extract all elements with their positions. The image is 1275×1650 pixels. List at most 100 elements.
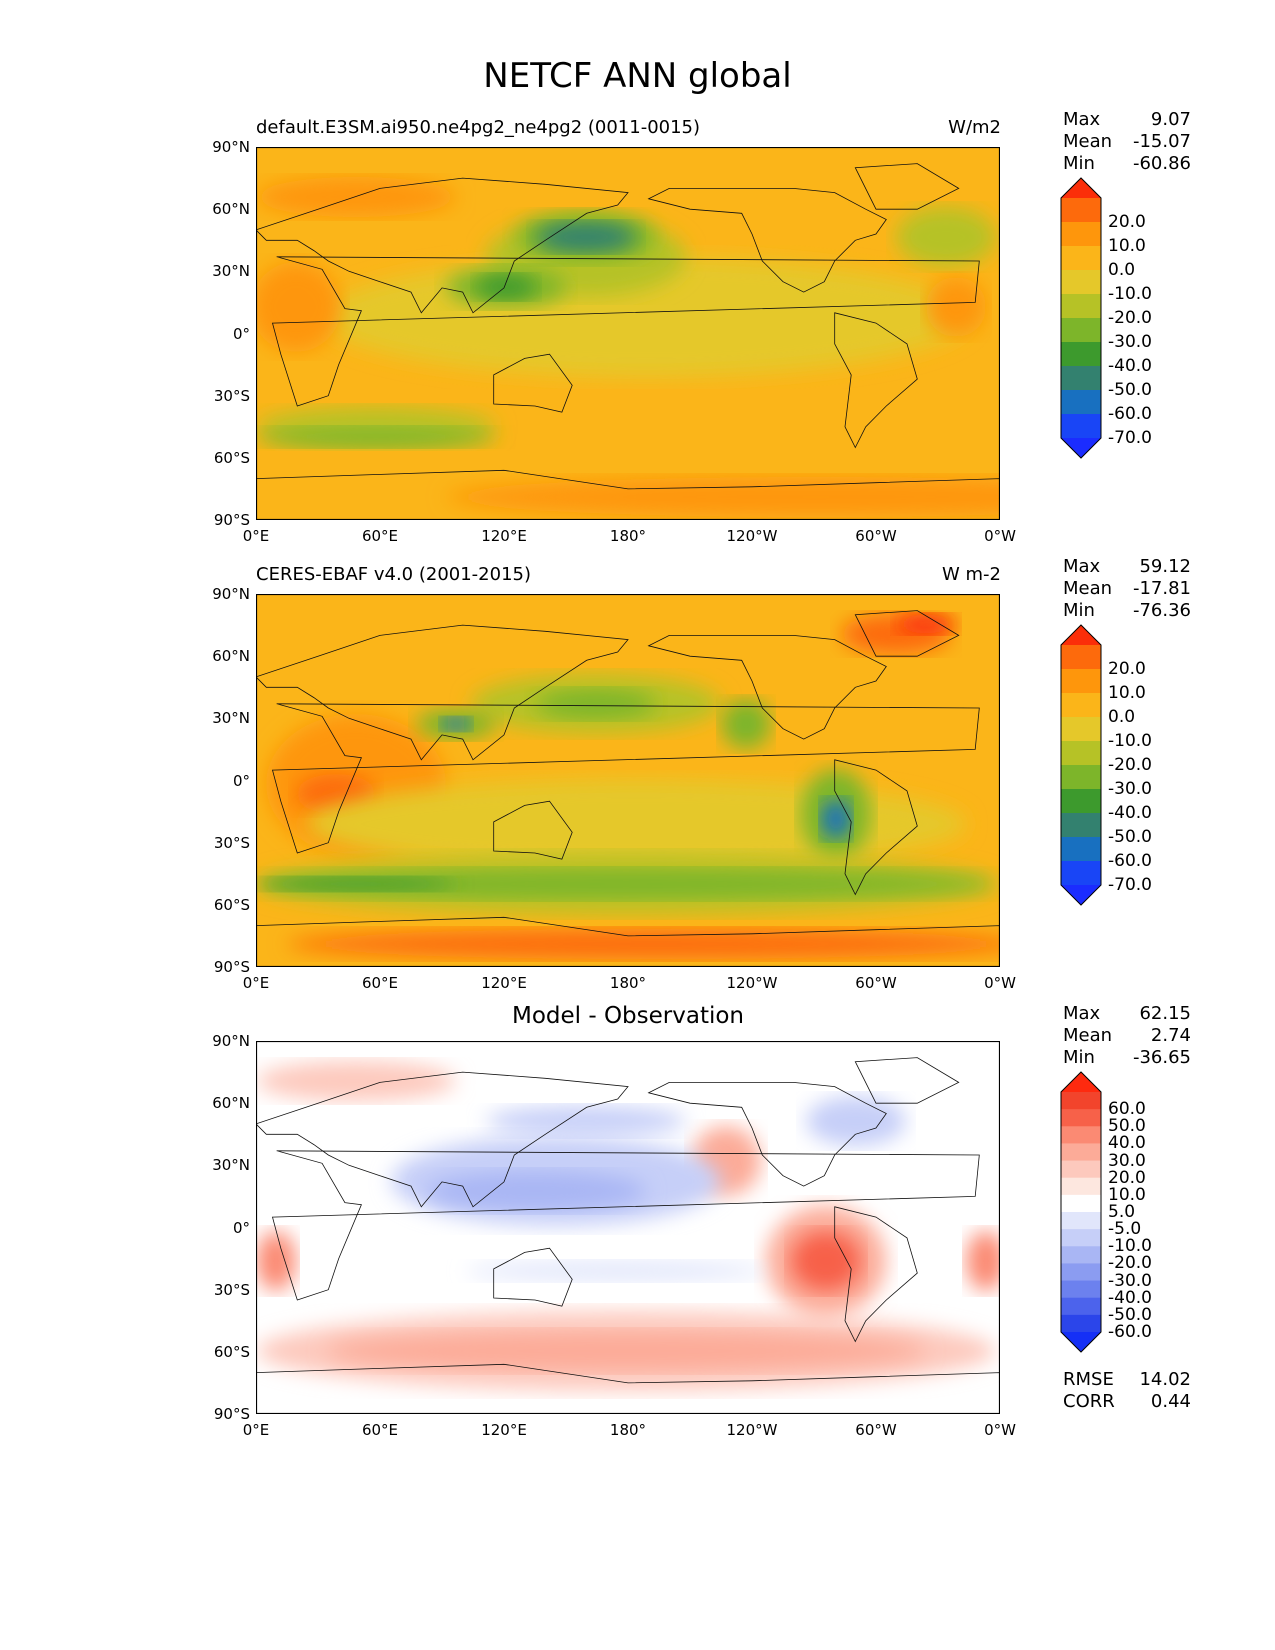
x-tick-label: 120°W — [726, 1421, 778, 1439]
coastline — [834, 1206, 918, 1343]
y-tick-label: 0° — [232, 771, 250, 790]
contour-region — [256, 262, 341, 352]
colorbar-segment — [1061, 1229, 1101, 1247]
colorbar-tick-label: -10.0 — [1108, 731, 1152, 751]
stat-value: 59.12 — [1139, 556, 1191, 577]
contour-region — [306, 779, 966, 869]
map-frame — [256, 594, 1000, 967]
colorbar-segment — [1061, 1160, 1101, 1179]
stat-label: Max — [1063, 109, 1101, 130]
stat-row: Mean -17.81 — [1063, 578, 1191, 600]
colorbar-segment — [1061, 246, 1101, 271]
y-tick-label: 0° — [232, 324, 250, 343]
colorbar-extend-max — [1061, 625, 1101, 645]
contour-region — [426, 1171, 646, 1211]
x-tick-label: 120°E — [481, 974, 527, 992]
stat-row: Min -36.65 — [1063, 1047, 1191, 1069]
contour-region — [286, 929, 1000, 959]
y-tick-label: 90°N — [212, 1032, 250, 1050]
x-tick-label: 60°E — [361, 527, 399, 545]
field-contours — [256, 594, 1000, 967]
stat-row: Max 62.15 — [1063, 1003, 1191, 1025]
colorbar-segment — [1061, 861, 1101, 886]
colorbar-segment — [1061, 1246, 1101, 1264]
colorbar-tick-label: -20.0 — [1108, 308, 1152, 328]
coastline — [834, 312, 918, 449]
stat-label: Mean — [1063, 1025, 1113, 1046]
stat-row: Mean -15.07 — [1063, 131, 1191, 153]
coastlines — [256, 163, 1000, 520]
colorbar-tick-label: 20.0 — [1108, 212, 1146, 232]
colorbar-segment — [1061, 645, 1101, 670]
colorbar-tick-label: -50.0 — [1108, 380, 1152, 400]
y-tick-label: 90°N — [212, 585, 250, 603]
metric-label: RMSE — [1063, 1369, 1114, 1390]
y-tick-label: 60°S — [213, 895, 250, 914]
colorbar-segment — [1061, 1092, 1101, 1110]
error-metrics: RMSE 14.02 CORR 0.44 — [1063, 1369, 1191, 1413]
coastline — [256, 1363, 1000, 1414]
colorbar-extend-max — [1061, 1072, 1101, 1092]
colorbar-outline — [1060, 624, 1102, 906]
stat-value: 62.15 — [1139, 1003, 1191, 1024]
contour-region — [476, 274, 536, 300]
x-tick-label: 180° — [609, 527, 647, 545]
stat-row: Max 9.07 — [1063, 109, 1191, 131]
x-tick-label: 0°W — [984, 974, 1016, 992]
map-plot — [256, 147, 1000, 520]
colorbar-segment — [1061, 342, 1101, 367]
colorbar-segment — [1061, 1177, 1101, 1196]
contour-region — [326, 1331, 926, 1371]
stat-value: -17.81 — [1132, 578, 1191, 599]
stat-label: Mean — [1063, 131, 1113, 152]
contour-region — [536, 689, 656, 719]
contour-region — [806, 1096, 906, 1146]
panel-stats: Max 59.12 Mean -17.81 Min -76.36 — [1063, 556, 1191, 622]
contour-region — [256, 177, 456, 217]
stat-label: Min — [1063, 600, 1095, 621]
metric-row: RMSE 14.02 — [1063, 1369, 1191, 1391]
colorbar-tick-label: -30.0 — [1108, 779, 1152, 799]
colorbar-tick-label: -50.0 — [1108, 827, 1152, 847]
stat-value: -36.65 — [1132, 1047, 1191, 1068]
contour-region — [536, 222, 636, 252]
y-tick-label: 30°S — [213, 833, 250, 852]
contour-region — [966, 1231, 1000, 1291]
colorbar — [1060, 177, 1102, 459]
panel-units: W/m2 — [948, 117, 1001, 138]
contour-region — [486, 1106, 686, 1136]
colorbar-tick-label: -30.0 — [1108, 332, 1152, 352]
colorbar-tick-label: 5.0 — [1108, 1202, 1136, 1222]
field-contours — [256, 1041, 1000, 1414]
contour-region — [441, 717, 471, 731]
panel-observation: CERES-EBAF v4.0 (2001-2015) W m-2 90°N 60°N… — [0, 556, 1275, 1034]
map-frame — [256, 1041, 1000, 1414]
colorbar-tick-label: -20.0 — [1108, 755, 1152, 775]
panel-title: default.E3SM.ai950.ne4pg2_ne4pg2 (0011-0… — [256, 117, 701, 138]
y-tick-label: 90°N — [212, 138, 250, 156]
coastline — [256, 469, 1000, 520]
stat-label: Min — [1063, 153, 1095, 174]
colorbar-extend-max — [1061, 178, 1101, 198]
y-tick-label: 0° — [232, 1218, 250, 1237]
coastline — [256, 177, 629, 314]
colorbar-segment — [1061, 1280, 1101, 1299]
colorbar-segment — [1061, 366, 1101, 391]
coastline — [647, 188, 887, 293]
colorbar-tick-label: -40.0 — [1108, 1287, 1152, 1308]
colorbar-segment — [1061, 717, 1101, 742]
y-tick-label: 60°N — [212, 647, 250, 666]
colorbar-tick-label: 0.0 — [1108, 260, 1136, 280]
colorbar-tick-label: 20.0 — [1108, 659, 1146, 679]
y-tick-label: 30°N — [212, 1156, 250, 1175]
colorbar-tick-label: 0.0 — [1108, 707, 1136, 727]
colorbar-segment — [1061, 294, 1101, 319]
metric-value: 0.44 — [1150, 1391, 1191, 1412]
field-contours — [256, 147, 1000, 520]
y-tick-label: 30°N — [212, 262, 250, 281]
colorbar-tick-label: 40.0 — [1108, 1133, 1146, 1154]
colorbar-tick-label: -60.0 — [1108, 1322, 1152, 1342]
coastline — [493, 800, 573, 860]
panel-title: CERES-EBAF v4.0 (2001-2015) — [256, 564, 532, 585]
colorbar-tick-label: -40.0 — [1108, 356, 1152, 376]
